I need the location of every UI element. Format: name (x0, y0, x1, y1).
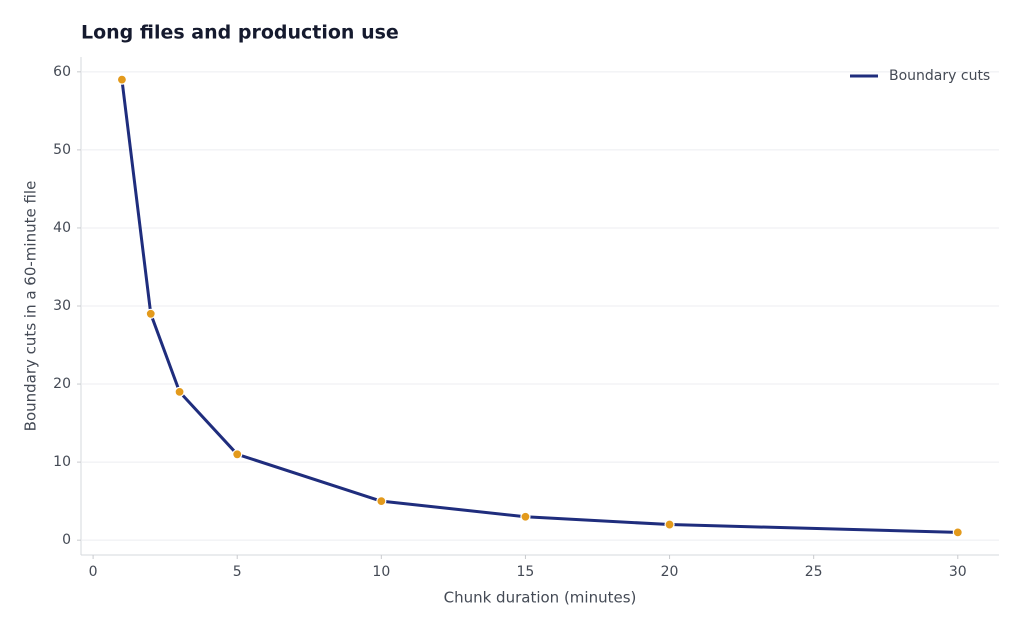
x-tick-label: 20 (661, 564, 679, 580)
point (952, 527, 963, 538)
x-tick-label: 15 (517, 564, 535, 580)
y-tick-label: 20 (53, 376, 71, 392)
chart-title: Long files and production use (81, 22, 399, 44)
point (145, 308, 156, 319)
y-tick-label: 40 (53, 220, 71, 236)
point (520, 511, 531, 522)
x-axis-label: Chunk duration (minutes) (444, 589, 637, 607)
y-tick-label: 60 (53, 64, 71, 80)
x-tick-label: 25 (805, 564, 823, 580)
series-line (120, 79, 958, 534)
x-tick-label: 5 (233, 564, 242, 580)
point (232, 449, 243, 460)
y-tick-label: 50 (53, 142, 71, 158)
point (116, 74, 128, 85)
x-tick-label: 10 (372, 564, 390, 580)
point (376, 496, 387, 507)
x-tick-label: 0 (89, 564, 98, 580)
point (664, 519, 675, 530)
x-tick-label: 30 (949, 564, 967, 580)
legend-label: Boundary cuts (889, 68, 990, 84)
point (174, 386, 185, 397)
y-tick-label: 10 (53, 454, 71, 470)
y-tick-label: 30 (53, 298, 71, 314)
y-tick-label: 0 (62, 532, 71, 548)
y-axis-label: Boundary cuts in a 60-minute file (22, 181, 40, 432)
